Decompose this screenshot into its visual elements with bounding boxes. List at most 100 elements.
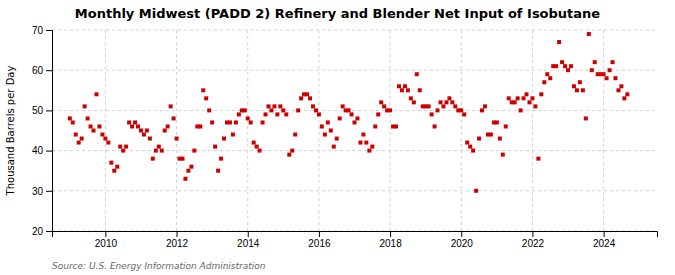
point: [388, 108, 392, 112]
point: [379, 100, 383, 104]
grid-line: [52, 150, 657, 151]
tick-label: 2018: [379, 238, 402, 249]
point: [142, 133, 146, 137]
point: [605, 76, 609, 80]
point: [403, 84, 407, 88]
tick: 20: [32, 226, 52, 237]
axis-line: [46, 31, 53, 232]
point: [370, 145, 374, 149]
point: [83, 104, 87, 108]
point: [71, 120, 75, 124]
point: [436, 108, 440, 112]
point: [284, 112, 288, 116]
point: [192, 149, 196, 153]
point: [462, 112, 466, 116]
point: [181, 157, 185, 161]
point: [287, 153, 291, 157]
point: [572, 84, 576, 88]
point: [347, 108, 351, 112]
point: [166, 124, 170, 128]
point: [89, 124, 93, 128]
grid-line: [461, 30, 462, 231]
grid-line: [318, 30, 319, 231]
point: [406, 88, 410, 92]
point: [338, 116, 342, 120]
point: [625, 92, 629, 96]
point: [163, 129, 167, 133]
point: [474, 189, 478, 193]
tick: 50: [32, 105, 52, 116]
point: [272, 104, 276, 108]
point: [216, 169, 220, 173]
y-axis: 203040506070: [32, 25, 53, 237]
point: [516, 96, 520, 100]
point: [465, 141, 469, 145]
tick-mark: [46, 231, 52, 232]
point: [219, 157, 223, 161]
point: [201, 88, 205, 92]
tick-label: 2016: [308, 238, 331, 249]
point: [106, 141, 110, 145]
point: [350, 112, 354, 116]
point: [563, 64, 567, 68]
point: [358, 141, 362, 145]
point: [124, 145, 128, 149]
tick: 70: [32, 25, 52, 36]
tick-label: 30: [32, 186, 44, 197]
point: [453, 104, 457, 108]
point: [97, 124, 101, 128]
tick-label: 2012: [166, 238, 189, 249]
tick-mark: [248, 231, 249, 237]
point: [507, 96, 511, 100]
grid-line: [176, 30, 177, 231]
point: [68, 116, 72, 120]
point: [587, 32, 591, 36]
point: [204, 96, 208, 100]
tick-label: 20: [32, 226, 44, 237]
tick-label: 2024: [593, 238, 616, 249]
tick-mark: [177, 231, 178, 237]
point: [430, 112, 434, 116]
tick: 2018: [379, 231, 402, 249]
point: [367, 149, 371, 153]
point: [103, 137, 107, 141]
point: [183, 177, 187, 181]
point: [112, 169, 116, 173]
point: [133, 120, 137, 124]
x-axis: 20102012201420162018202020222024: [53, 231, 658, 249]
point: [255, 145, 259, 149]
tick-mark: [46, 110, 52, 111]
point: [622, 96, 626, 100]
point: [237, 112, 241, 116]
tick: 40: [32, 145, 52, 156]
point: [189, 165, 193, 169]
tick-mark: [46, 191, 52, 192]
point: [447, 96, 451, 100]
point: [139, 129, 143, 133]
point: [74, 133, 78, 137]
point: [590, 68, 594, 72]
point: [293, 133, 297, 137]
point: [261, 120, 265, 124]
point: [480, 108, 484, 112]
point: [264, 112, 268, 116]
grid-line: [105, 30, 106, 231]
point: [513, 100, 517, 104]
point: [353, 120, 357, 124]
point: [160, 149, 164, 153]
point: [441, 104, 445, 108]
tick-label: 2020: [451, 238, 474, 249]
y-axis-label: Thousand Barrels per Day: [5, 66, 16, 197]
tick-mark: [46, 30, 52, 31]
grid-line: [603, 30, 604, 231]
tick: 2024: [593, 231, 616, 249]
point: [151, 157, 155, 161]
title: Monthly Midwest (PADD 2) Refinery and Bl…: [75, 6, 601, 21]
point: [361, 133, 365, 137]
point: [311, 104, 315, 108]
grid-line: [52, 30, 657, 31]
point: [444, 100, 448, 104]
grid-line: [532, 30, 533, 231]
point: [317, 112, 321, 116]
point: [566, 68, 570, 72]
